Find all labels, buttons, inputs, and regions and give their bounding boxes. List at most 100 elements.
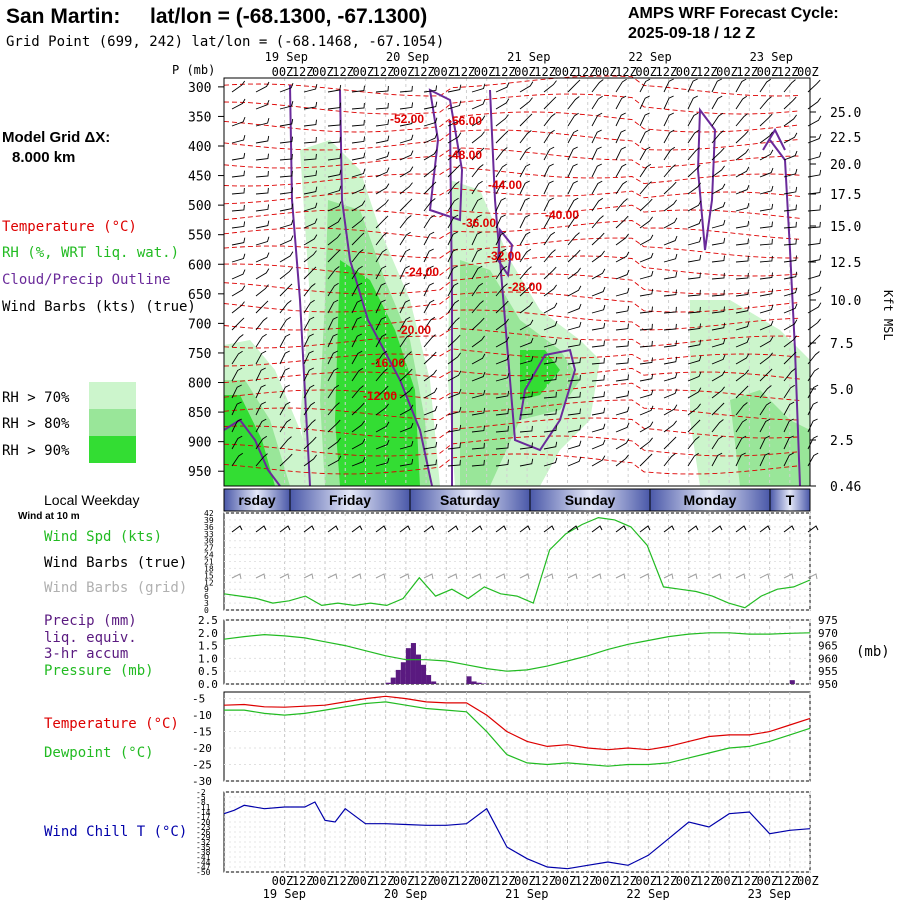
- wind-barb: [639, 453, 653, 467]
- windchill-tick-label: -50: [196, 868, 211, 877]
- pressure-tick-label: 900: [188, 436, 211, 451]
- accum-label: 3-hr accum: [44, 646, 128, 662]
- wind-barb: [351, 367, 364, 382]
- wind-barb: [279, 251, 294, 263]
- bottom-hour-label: 00Z: [433, 874, 455, 888]
- windchill-tick-label: -5: [196, 793, 206, 802]
- wind-barb: [711, 354, 726, 365]
- wind-barb: [663, 289, 677, 297]
- wind-barb: [303, 119, 317, 127]
- wind-barb: [735, 305, 750, 314]
- wind-barb: [327, 119, 341, 127]
- wind-barb: [423, 214, 435, 229]
- wind-barb: [735, 184, 750, 195]
- wind-barb: [711, 289, 725, 297]
- wind-barb: [327, 102, 341, 110]
- wind-barb-true: [495, 525, 507, 533]
- bottom-hour-label: 12Z: [413, 874, 435, 888]
- wind-barb: [471, 147, 485, 161]
- wind-barb: [495, 114, 509, 127]
- wind-barb: [399, 85, 413, 93]
- wind-barb: [423, 299, 435, 314]
- wind-barb: [711, 130, 724, 144]
- wind-barb: [543, 320, 558, 331]
- wind-barb: [783, 435, 794, 450]
- wind-barb: [399, 386, 413, 399]
- wind-barb: [519, 197, 530, 212]
- wind-barb: [495, 163, 507, 178]
- wind-barb: [303, 136, 317, 144]
- wind-tick-label: 18: [204, 564, 214, 573]
- wind-barb: [783, 351, 797, 365]
- wind-barb: [711, 272, 725, 280]
- wind-barb: [351, 102, 365, 110]
- wind-barb: [495, 147, 508, 161]
- wind-barb: [423, 351, 437, 365]
- wind-barb: [735, 385, 749, 399]
- wind-barb: [327, 153, 342, 161]
- wind-barb: [279, 219, 294, 229]
- wind-barb: [591, 163, 602, 178]
- wind-barb: [399, 118, 414, 127]
- wind-barb: [231, 116, 246, 127]
- wind-barb: [351, 119, 365, 127]
- forecast-title: AMPS WRF Forecast Cycle:: [628, 5, 839, 22]
- cloud-outline: [428, 88, 464, 222]
- wind-barb: [303, 218, 318, 229]
- wind-barb: [327, 185, 342, 195]
- wind-barb: [327, 350, 338, 365]
- top-hour-label: 00Z: [474, 65, 496, 79]
- wind-barb: [711, 452, 723, 467]
- wind-barb: [399, 134, 414, 144]
- wind-barb: [255, 117, 270, 127]
- wind-barb: [447, 352, 461, 365]
- wind-tick-label: 30: [204, 537, 214, 546]
- wind-barb: [279, 401, 291, 416]
- bottom-date-label: 21 Sep: [505, 887, 548, 900]
- wind-barb: [399, 198, 413, 212]
- wind-barb: [735, 238, 749, 246]
- wind-barb: [615, 233, 629, 246]
- wind-barb: [543, 80, 557, 93]
- wind-barb: [351, 85, 365, 93]
- wind-barb: [423, 248, 434, 263]
- wind-barb: [255, 453, 268, 467]
- pressure-tick-label: 700: [188, 317, 211, 332]
- wind-barb: [303, 333, 314, 348]
- wind-barb: [279, 300, 292, 314]
- wind-barb: [447, 132, 462, 144]
- weekday-label: rsday: [238, 492, 276, 508]
- wind-barb: [639, 340, 653, 348]
- wind-barb: [783, 368, 796, 382]
- wind-barb: [471, 231, 482, 246]
- wind-barb: [495, 248, 507, 263]
- wind-barb: [687, 112, 699, 127]
- wind-barb: [399, 333, 412, 348]
- wind-barb: [447, 334, 461, 348]
- rh-region: [224, 395, 275, 486]
- bottom-hour-label: 00Z: [352, 874, 374, 888]
- wind-barb: [807, 204, 821, 212]
- wind-barb: [567, 96, 580, 110]
- top-date-label: 22 Sep: [628, 50, 671, 64]
- wind-barb: [399, 166, 414, 178]
- wind-barb: [759, 149, 774, 161]
- wind-barb: [255, 153, 269, 161]
- wind-barb-grid: [687, 573, 698, 580]
- wind-barb: [279, 267, 293, 280]
- wind-barb: [399, 351, 412, 365]
- wind-barb: [471, 83, 486, 93]
- wind-barb-grid: [399, 573, 410, 580]
- wind-barb: [735, 78, 747, 93]
- wind-barb: [231, 98, 246, 110]
- wind-barb-true: [327, 525, 339, 533]
- wind-barb: [615, 269, 630, 280]
- wind-barb: [783, 96, 797, 110]
- wind-barb: [471, 300, 484, 314]
- wind-barb: [687, 387, 702, 399]
- wind-barb: [423, 181, 437, 195]
- wind-barb: [711, 370, 726, 382]
- wind-barb-grid: [495, 573, 506, 580]
- wind-barb: [783, 418, 794, 433]
- wind-barb: [543, 214, 555, 229]
